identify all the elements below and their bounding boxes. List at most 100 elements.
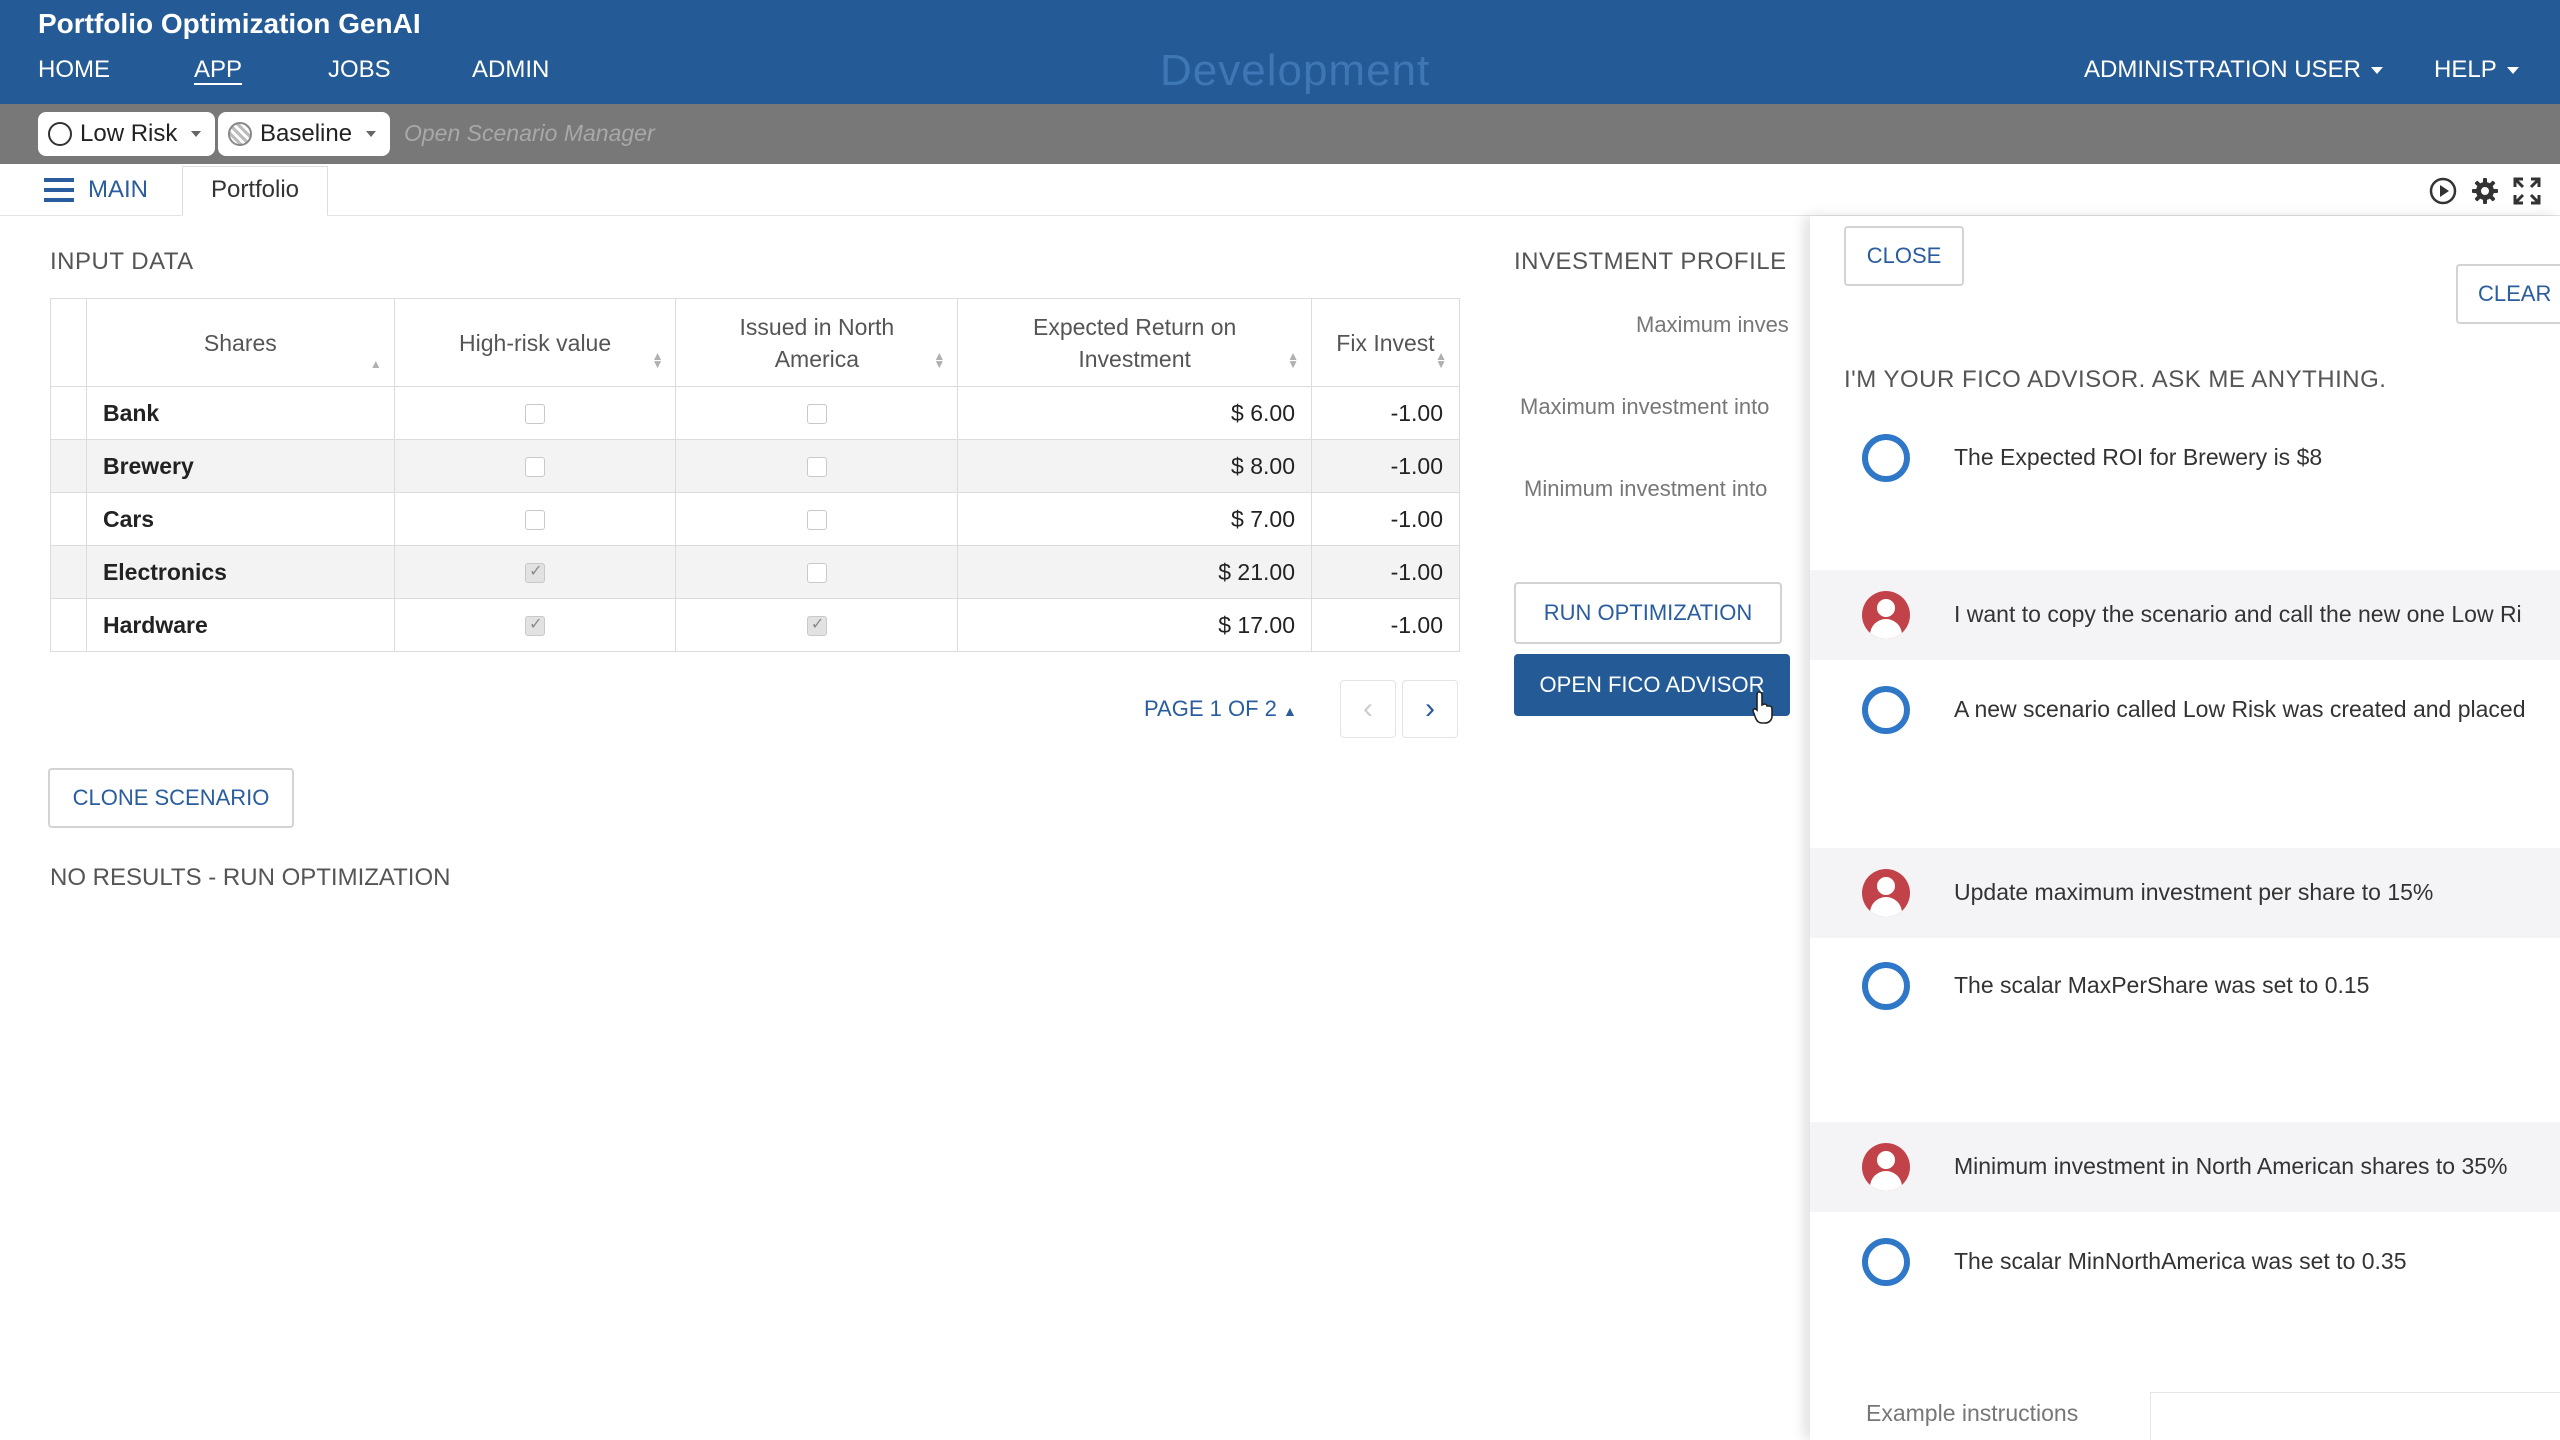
top-bar: Portfolio Optimization GenAI HOME APP JO… — [0, 0, 2560, 104]
table-row[interactable]: Brewery $ 8.00 -1.00 — [50, 439, 1460, 493]
fix-invest-cell[interactable]: -1.00 — [1311, 492, 1460, 546]
row-selector-header — [50, 298, 87, 387]
share-name: Brewery — [85, 439, 395, 493]
high-risk-checkbox[interactable] — [525, 614, 546, 637]
chevron-right-icon: › — [1425, 692, 1435, 725]
open-fico-advisor-button[interactable]: OPEN FICO ADVISOR — [1514, 654, 1790, 716]
clone-scenario-button[interactable]: CLONE SCENARIO — [48, 768, 294, 828]
tab-main[interactable]: MAIN — [88, 176, 148, 203]
close-button[interactable]: CLOSE — [1844, 226, 1964, 286]
fix-invest-cell[interactable]: -1.00 — [1311, 598, 1460, 652]
clear-button[interactable]: CLEAR — [2456, 264, 2560, 324]
fullscreen-icon[interactable] — [2512, 176, 2542, 206]
north-america-checkbox[interactable] — [806, 614, 827, 637]
advisor-message: The scalar MaxPerShare was set to 0.15 — [1810, 952, 2560, 1036]
nav-home[interactable]: HOME — [38, 56, 110, 83]
column-header-shares[interactable]: Shares ▲ — [85, 298, 395, 387]
nav-app[interactable]: APP — [194, 56, 243, 83]
help-menu[interactable]: HELP — [2434, 56, 2519, 84]
north-america-checkbox[interactable] — [806, 510, 827, 531]
table-row[interactable]: Hardware $ 17.00-1.00 — [50, 598, 1460, 652]
column-header-north-america[interactable]: Issued in North America ▲ ▼ — [675, 298, 959, 387]
advisor-input[interactable] — [2150, 1392, 2560, 1440]
advisor-avatar-icon — [1862, 962, 1910, 1010]
user-message: I want to copy the scenario and call the… — [1810, 570, 2560, 660]
user-menu[interactable]: ADMINISTRATION USER — [2084, 56, 2383, 84]
north-america-cell — [675, 545, 959, 599]
nav-admin[interactable]: ADMIN — [472, 56, 550, 83]
column-header-high-risk[interactable]: High-risk value ▲ ▼ — [393, 298, 677, 387]
message-text: The Expected ROI for Brewery is $8 — [1954, 444, 2323, 470]
message-text: Minimum investment in North American sha… — [1954, 1153, 2508, 1179]
column-header-expected-return[interactable]: Expected Return on Investment ▲ ▼ — [957, 298, 1312, 387]
high-risk-checkbox[interactable] — [525, 510, 546, 531]
message-text: A new scenario called Low Risk was creat… — [1954, 696, 2526, 722]
message-text: I want to copy the scenario and call the… — [1954, 601, 2522, 627]
row-selector[interactable] — [50, 386, 87, 440]
input-data-table: Shares ▲ High-risk value ▲ ▼ Issued in Nort… — [50, 298, 1460, 652]
expected-return-cell[interactable]: $ 7.00 — [957, 492, 1312, 546]
page-selector[interactable]: PAGE 1 OF 2 ▲ — [1144, 696, 1297, 722]
column-header-fix-invest[interactable]: Fix Invest ▲ ▼ — [1311, 298, 1460, 387]
share-name: Bank — [85, 386, 395, 440]
expected-return-cell[interactable]: $ 21.00 — [957, 545, 1312, 599]
table-row[interactable]: Cars $ 7.00 -1.00 — [50, 492, 1460, 546]
run-optimization-button[interactable]: RUN OPTIMIZATION — [1514, 582, 1782, 644]
chevron-down-icon — [2506, 67, 2519, 75]
north-america-cell — [675, 439, 959, 493]
page-indicator: PAGE 1 OF 2 — [1144, 696, 1277, 721]
expected-return-cell[interactable]: $ 8.00 — [957, 439, 1312, 493]
scenario-selector-baseline[interactable]: Baseline — [218, 112, 391, 156]
high-risk-checkbox[interactable] — [525, 404, 546, 425]
investment-profile-title: INVESTMENT PROFILE — [1514, 248, 1787, 275]
tab-portfolio[interactable]: Portfolio — [182, 166, 328, 216]
share-name: Electronics — [85, 545, 395, 599]
open-scenario-manager-link[interactable]: Open Scenario Manager — [404, 120, 655, 146]
row-selector[interactable] — [50, 598, 87, 652]
high-risk-cell — [393, 386, 677, 440]
north-america-checkbox[interactable] — [806, 404, 827, 425]
high-risk-checkbox[interactable] — [525, 457, 546, 478]
tab-bar: MAIN Portfolio — [0, 164, 2560, 216]
share-name: Cars — [85, 492, 395, 546]
gear-icon[interactable] — [2470, 176, 2500, 206]
sort-asc-icon: ▲ — [369, 357, 382, 371]
expected-return-cell[interactable]: $ 17.00 — [957, 598, 1312, 652]
menu-icon[interactable] — [44, 178, 74, 202]
previous-page-button[interactable]: ‹ — [1340, 680, 1396, 738]
north-america-checkbox[interactable] — [806, 563, 827, 584]
expected-return-cell[interactable]: $ 6.00 — [957, 386, 1312, 440]
high-risk-cell — [393, 439, 677, 493]
north-america-cell — [675, 598, 959, 652]
sort-icon: ▲ ▼ — [1287, 349, 1299, 371]
scenario-bar: Low Risk Baseline — [0, 104, 2560, 164]
sort-icon: ▲ ▼ — [651, 349, 664, 371]
fix-invest-cell[interactable]: -1.00 — [1311, 439, 1460, 493]
sort-icon: ▲ ▼ — [1435, 349, 1447, 371]
scenario-selector-low-risk[interactable]: Low Risk — [38, 112, 216, 156]
play-icon[interactable] — [2428, 176, 2458, 206]
chevron-left-icon: ‹ — [1363, 692, 1373, 725]
min-investment-into-label: Minimum investment into — [1524, 476, 1768, 501]
row-selector[interactable] — [50, 492, 87, 546]
table-row[interactable]: Electronics $ 21.00-1.00 — [50, 545, 1460, 599]
nav-jobs[interactable]: JOBS — [328, 56, 391, 83]
advisor-message: A new scenario called Low Risk was creat… — [1810, 676, 2560, 760]
table-header-row: Shares ▲ High-risk value ▲ ▼ Issued in Nort… — [50, 298, 1460, 387]
environment-label: Development — [1160, 46, 1431, 95]
help-menu-label: HELP — [2434, 56, 2497, 83]
scenario-name: Baseline — [260, 120, 353, 147]
high-risk-checkbox[interactable] — [525, 561, 546, 584]
user-avatar-icon — [1862, 591, 1910, 639]
advisor-avatar-icon — [1862, 686, 1910, 734]
next-page-button[interactable]: › — [1402, 680, 1458, 738]
row-selector[interactable] — [50, 545, 87, 599]
table-row[interactable]: Bank $ 6.00 -1.00 — [50, 386, 1460, 440]
chevron-down-icon — [366, 131, 377, 137]
fix-invest-cell[interactable]: -1.00 — [1311, 386, 1460, 440]
fix-invest-cell[interactable]: -1.00 — [1311, 545, 1460, 599]
north-america-checkbox[interactable] — [806, 457, 827, 478]
row-selector[interactable] — [50, 439, 87, 493]
input-data-title: INPUT DATA — [50, 248, 194, 275]
